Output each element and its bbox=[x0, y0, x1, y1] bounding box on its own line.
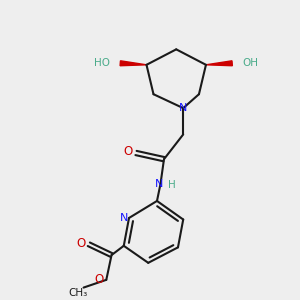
Text: O: O bbox=[124, 145, 133, 158]
Text: O: O bbox=[94, 273, 103, 286]
Text: CH₃: CH₃ bbox=[69, 288, 88, 298]
Text: N: N bbox=[179, 103, 188, 113]
Text: H: H bbox=[168, 181, 176, 190]
Polygon shape bbox=[206, 61, 232, 66]
Polygon shape bbox=[120, 61, 146, 66]
Text: N: N bbox=[120, 213, 128, 223]
Text: OH: OH bbox=[242, 58, 258, 68]
Text: O: O bbox=[76, 237, 86, 250]
Text: HO: HO bbox=[94, 58, 110, 68]
Text: N: N bbox=[154, 179, 163, 189]
